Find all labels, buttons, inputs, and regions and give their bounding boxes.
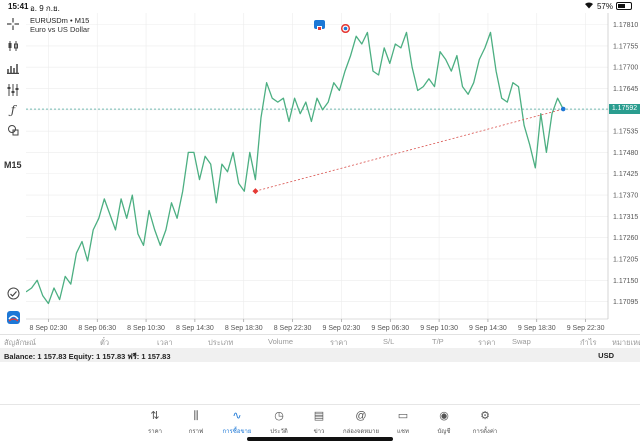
bars-icon[interactable] xyxy=(5,60,21,76)
nav-label: กราฟ xyxy=(188,429,204,435)
x-tick-label: 9 Sep 02:30 xyxy=(323,325,361,332)
wifi-icon xyxy=(584,1,594,11)
function-icon[interactable]: ƒ xyxy=(10,103,16,117)
y-tick-label: 1.17480 xyxy=(613,150,638,157)
mailbox-icon: @ xyxy=(355,410,367,422)
home-indicator xyxy=(247,437,393,441)
trade-history-line xyxy=(255,108,564,192)
chat-icon: ▭ xyxy=(397,410,409,422)
nav-item-quotes[interactable]: ⇅ ราคา xyxy=(135,409,175,436)
y-tick-label: 1.17645 xyxy=(613,86,638,93)
column-header[interactable]: ประเภท xyxy=(208,338,234,347)
nav-label: การตั้งค่า xyxy=(472,429,498,435)
x-tick-label: 8 Sep 10:30 xyxy=(127,325,165,332)
nav-label: ประวัติ xyxy=(270,429,288,435)
y-tick-label: 1.17700 xyxy=(613,65,638,72)
y-tick-label: 1.17205 xyxy=(613,256,638,263)
settings-icon: ⚙ xyxy=(480,410,490,422)
balance-currency: USD xyxy=(598,351,614,360)
column-header[interactable]: S/L xyxy=(383,337,395,346)
symbol-line[interactable]: EURUSDm • M15 xyxy=(30,16,90,25)
x-tick-label: 8 Sep 02:30 xyxy=(30,325,68,332)
balance-bar: Balance: 1 157.83 Equity: 1 157.83 ฟรี: … xyxy=(0,348,640,362)
x-tick-label: 8 Sep 22:30 xyxy=(274,325,312,332)
trade-table-header: สัญลักษณ์ ตั๋ว เวลา ประเภท Volume ราคา S/L T/P ร… xyxy=(0,334,640,347)
balance-text: Balance: 1 157.83 Equity: 1 157.83 ฟรี: … xyxy=(4,352,171,361)
indicators-icon[interactable] xyxy=(5,82,21,98)
nav-item-chart-candles[interactable]: ⫼ กราฟ xyxy=(176,409,216,436)
current-price-tag: 1.17592 xyxy=(609,104,640,115)
x-tick-label: 8 Sep 06:30 xyxy=(78,325,116,332)
price-chart[interactable]: 1.178101.177551.177001.176451.175901.175… xyxy=(26,13,640,333)
x-tick-label: 9 Sep 14:30 xyxy=(469,325,507,332)
column-header[interactable]: หมายเหตุ xyxy=(612,338,640,347)
trade-icon: ∿ xyxy=(232,410,242,422)
candlestick-icon[interactable] xyxy=(5,38,21,54)
chart-check-icon[interactable] xyxy=(5,285,21,301)
x-tick-label: 9 Sep 10:30 xyxy=(420,325,458,332)
column-header[interactable]: สัญลักษณ์ xyxy=(4,338,37,347)
chart-candles-icon: ⫼ xyxy=(193,410,199,422)
left-toolbar: ƒ M15 xyxy=(0,13,26,333)
nav-item-account[interactable]: ◉ บัญชี xyxy=(424,409,464,436)
y-tick-label: 1.17260 xyxy=(613,235,638,242)
nav-label: บัญชี xyxy=(437,429,451,435)
price-series-line xyxy=(26,31,564,305)
status-bar: 15:41 อ. 9 ก.ย. 57% xyxy=(0,0,640,13)
chart-area[interactable]: 1.178101.177551.177001.176451.175901.175… xyxy=(26,13,640,333)
history-icon: ◷ xyxy=(274,410,284,422)
trade-entry-marker xyxy=(252,188,259,195)
y-tick-label: 1.17095 xyxy=(613,299,638,306)
x-tick-label: 9 Sep 06:30 xyxy=(371,325,409,332)
column-header[interactable]: เวลา xyxy=(157,338,173,347)
crosshair-icon[interactable] xyxy=(5,16,21,32)
battery-percent: 57% xyxy=(596,1,613,11)
y-tick-label: 1.17150 xyxy=(613,278,638,285)
column-header[interactable]: ตั๋ว xyxy=(100,338,110,347)
x-tick-label: 8 Sep 14:30 xyxy=(176,325,214,332)
y-tick-label: 1.17810 xyxy=(613,22,638,29)
status-date: อ. 9 ก.ย. xyxy=(30,4,60,13)
objects-icon[interactable] xyxy=(5,122,21,138)
column-header[interactable]: ราคา xyxy=(330,338,348,347)
mt5-logo-icon[interactable] xyxy=(5,309,21,325)
column-header[interactable]: Volume xyxy=(268,337,294,346)
status-time: 15:41 xyxy=(8,2,29,11)
account-icon: ◉ xyxy=(439,410,449,422)
column-header[interactable]: T/P xyxy=(432,337,444,346)
x-tick-label: 9 Sep 18:30 xyxy=(518,325,556,332)
y-tick-label: 1.17755 xyxy=(613,43,638,50)
news-icon: ▤ xyxy=(313,410,325,422)
x-tick-label: 8 Sep 18:30 xyxy=(225,325,263,332)
nav-label: ราคา xyxy=(148,429,162,435)
x-tick-label: 9 Sep 22:30 xyxy=(567,325,605,332)
battery-icon xyxy=(616,2,632,10)
status-right: 57% xyxy=(584,1,632,11)
nav-item-chat[interactable]: ▭ แชท xyxy=(383,409,423,436)
y-tick-label: 1.17535 xyxy=(613,129,638,136)
y-tick-label: 1.17370 xyxy=(613,193,638,200)
y-tick-label: 1.17315 xyxy=(613,214,638,221)
column-header[interactable]: ราคา xyxy=(478,338,496,347)
one-click-trading-icon[interactable] xyxy=(314,20,325,31)
nav-item-mailbox[interactable]: @ กล่องจดหมาย xyxy=(341,409,381,436)
timeframe-label[interactable]: M15 xyxy=(4,160,22,170)
nav-label: ข่าว xyxy=(313,429,325,435)
nav-label: แชท xyxy=(397,429,409,435)
nav-item-history[interactable]: ◷ ประวัติ xyxy=(259,409,299,436)
nav-item-settings[interactable]: ⚙ การตั้งค่า xyxy=(465,409,505,436)
quotes-icon: ⇅ xyxy=(150,410,160,422)
nav-item-news[interactable]: ▤ ข่าว xyxy=(299,409,339,436)
signal-icon[interactable] xyxy=(340,20,351,34)
column-header[interactable]: กำไร xyxy=(580,338,597,347)
nav-label: การซื้อขาย xyxy=(222,429,252,435)
nav-label: กล่องจดหมาย xyxy=(342,429,380,435)
nav-item-trade[interactable]: ∿ การซื้อขาย xyxy=(217,409,257,436)
symbol-description: Euro vs US Dollar xyxy=(30,25,90,34)
trade-exit-marker xyxy=(560,106,566,112)
y-tick-label: 1.17425 xyxy=(613,171,638,178)
column-header[interactable]: Swap xyxy=(512,337,531,346)
